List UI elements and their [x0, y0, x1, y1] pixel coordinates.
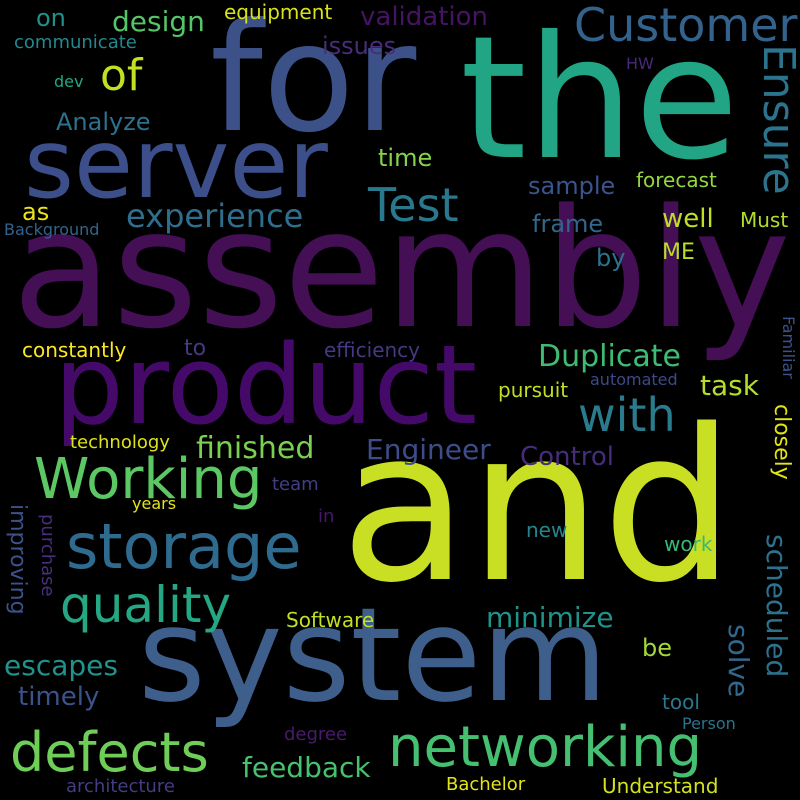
word-forecast: forecast [636, 168, 717, 192]
word-must: Must [740, 208, 789, 232]
word-experience: experience [126, 197, 304, 235]
word-communicate: communicate [14, 32, 137, 53]
word-degree: degree [284, 724, 348, 745]
word-constantly: constantly [22, 338, 127, 362]
word-duplicate: Duplicate [538, 339, 681, 374]
word-assembly: assembly [12, 174, 791, 365]
word-of: of [100, 50, 143, 101]
word-improving: improving [5, 504, 30, 615]
word-escapes: escapes [4, 649, 118, 682]
word-in: in [318, 506, 335, 527]
word-architecture: architecture [66, 776, 175, 797]
word-task: task [700, 369, 759, 402]
word-dev: dev [54, 72, 84, 91]
word-software: Software [286, 608, 375, 632]
word-system: system [138, 579, 608, 731]
word-pursuit: pursuit [498, 378, 569, 402]
word-be: be [642, 634, 672, 662]
word-storage: storage [66, 510, 302, 583]
word-scheduled: scheduled [760, 534, 793, 678]
word-equipment: equipment [224, 0, 333, 24]
word-frame: frame [532, 210, 604, 238]
word-closely: closely [769, 404, 794, 480]
word-product: product [54, 321, 478, 449]
word-networking: networking [388, 715, 703, 780]
word-new: new [526, 518, 568, 542]
word-customer: Customer [574, 0, 798, 52]
word-bachelor: Bachelor [446, 774, 526, 795]
word-defects: defects [10, 721, 209, 784]
word-me: ME [662, 240, 695, 265]
word-test: Test [368, 178, 459, 232]
word-server: server [24, 108, 328, 220]
word-issues: issues [322, 32, 397, 60]
word-tool: tool [662, 690, 700, 714]
word-by: by [596, 244, 626, 272]
word-with: with [578, 388, 676, 442]
word-engineer: Engineer [366, 433, 491, 466]
word-team: team [272, 474, 319, 495]
word-validation: validation [360, 2, 489, 32]
word-familiar: Familiar [779, 316, 798, 379]
word-the: the [460, 0, 739, 198]
word-finished: finished [196, 431, 315, 466]
word-working: Working [34, 447, 263, 512]
word-solve: solve [722, 624, 755, 698]
word-minimize: minimize [486, 601, 614, 634]
word-time: time [378, 144, 433, 172]
word-hw: HW [626, 54, 654, 73]
word-person: Person [682, 714, 736, 733]
word-timely: timely [18, 682, 100, 712]
word-design: design [112, 5, 205, 38]
word-feedback: feedback [242, 751, 371, 784]
word-sample: sample [528, 172, 616, 200]
word-to: to [184, 336, 207, 361]
word-well: well [662, 204, 714, 234]
word-efficiency: efficiency [324, 338, 421, 362]
word-ensure: Ensure [753, 44, 800, 195]
word-technology: technology [70, 432, 170, 453]
word-automated: automated [590, 370, 678, 389]
word-quality: quality [60, 576, 232, 634]
word-analyze: Analyze [56, 108, 151, 136]
word-for: for [210, 0, 417, 166]
word-as: as [22, 198, 50, 226]
word-control: Control [520, 442, 614, 472]
word-understand: Understand [602, 774, 719, 798]
word-work: work [664, 532, 713, 556]
word-and: and [340, 384, 736, 629]
word-years: years [132, 494, 177, 513]
word-purchase: purchase [37, 514, 58, 597]
word-on: on [36, 4, 66, 32]
word-background: Background [4, 220, 100, 239]
